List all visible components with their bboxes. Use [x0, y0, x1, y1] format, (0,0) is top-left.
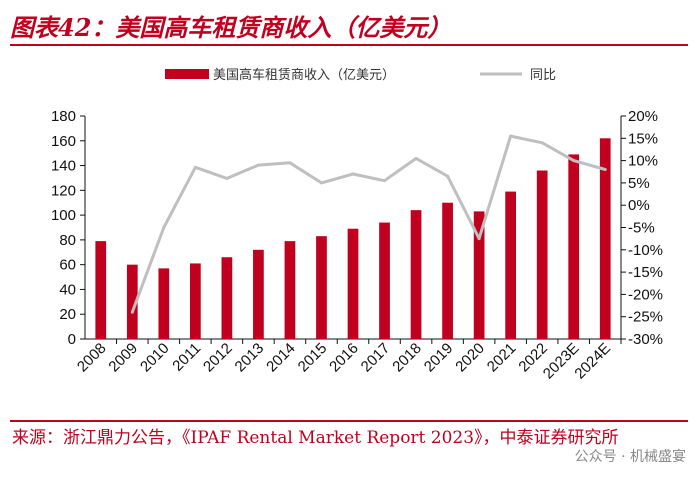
line-point: [414, 156, 418, 160]
x-tick-label: 2011: [169, 340, 204, 375]
x-tick-label: 2014: [263, 340, 299, 376]
line-point: [130, 310, 134, 314]
watermark: 公众号 · 机械盛宴: [574, 449, 686, 465]
left-tick-label: 40: [59, 281, 76, 298]
line-point: [319, 181, 323, 185]
x-tick-label: 2017: [358, 340, 394, 376]
bar: [599, 138, 611, 339]
bar: [253, 249, 264, 339]
line-point: [288, 161, 292, 165]
left-tick-label: 140: [51, 158, 76, 175]
legend-bar-label: 美国高车租赁商收入（亿美元）: [213, 67, 395, 83]
left-tick-label: 100: [51, 207, 76, 224]
bar: [442, 202, 453, 339]
bar: [473, 211, 485, 339]
left-tick-label: 160: [51, 133, 76, 150]
right-tick-label: -15%: [628, 264, 663, 281]
line-point: [383, 179, 387, 183]
bar: [379, 222, 390, 339]
right-tick-label: 0%: [628, 197, 650, 214]
x-tick-label: 2016: [326, 340, 362, 376]
left-tick-label: 60: [59, 257, 76, 274]
x-tick-label: 2008: [74, 340, 110, 376]
x-tick-label: 2020: [452, 340, 488, 376]
left-tick-label: 120: [51, 182, 76, 199]
legend-line-label: 同比: [530, 68, 556, 83]
title-divider: [10, 44, 688, 46]
line-series: [130, 134, 607, 314]
x-tick-label: 2018: [389, 340, 425, 376]
line-point: [256, 163, 260, 167]
right-tick-label: 5%: [628, 175, 650, 192]
x-tick-label: 2019: [421, 340, 457, 376]
x-tick-label: 2021: [484, 340, 520, 376]
line-point: [225, 176, 229, 180]
legend: 美国高车租赁商收入（亿美元） 同比: [165, 67, 556, 83]
right-tick-label: 10%: [628, 153, 658, 170]
x-tick-label: 2024E: [571, 340, 614, 383]
x-tick-label: 2012: [200, 340, 236, 376]
bar: [536, 170, 548, 339]
bar: [284, 241, 296, 339]
source-divider: [10, 420, 688, 422]
line-point: [193, 165, 197, 169]
chart-title: 图表42：美国高车租赁商收入（亿美元）: [10, 13, 452, 42]
left-tick-label: 80: [59, 232, 76, 249]
line-point: [477, 237, 481, 241]
bar: [158, 268, 170, 339]
x-tick-label: 2013: [232, 340, 268, 376]
right-tick-label: 20%: [628, 108, 658, 125]
bar: [126, 264, 138, 339]
line-point: [446, 174, 450, 178]
right-tick-label: -10%: [628, 242, 663, 259]
line-point: [603, 168, 607, 172]
line-point: [162, 226, 166, 229]
bar: [189, 263, 201, 339]
bar-series: [95, 138, 611, 339]
yoy-line: [130, 134, 606, 313]
combo-chart: 美国高车租赁商收入（亿美元） 同比 0 20 40 60 80 100 120 140 160 1…: [51, 67, 663, 383]
legend-bar-swatch: [165, 69, 209, 79]
left-tick-label: 0: [68, 331, 76, 348]
bar: [316, 236, 327, 339]
bar: [221, 257, 233, 339]
line-point: [540, 141, 544, 145]
right-tick-label: -5%: [628, 220, 655, 237]
bar: [505, 191, 517, 339]
bar: [568, 154, 580, 339]
x-tick-label: 2009: [106, 340, 142, 376]
right-tick-label: 15%: [628, 130, 658, 147]
right-tick-label: -20%: [628, 286, 663, 303]
bar: [410, 210, 422, 339]
source-note: 来源：浙江鼎力公告，《IPAF Rental Market Report 202…: [12, 428, 619, 448]
line-point: [351, 172, 355, 176]
bar: [95, 241, 107, 339]
bar: [347, 228, 359, 339]
right-tick-label: -25%: [628, 309, 663, 326]
right-tick-label: -30%: [628, 331, 663, 348]
x-tick-label: 2010: [137, 340, 173, 376]
line-point: [572, 159, 576, 163]
x-tick-label: 2015: [295, 340, 331, 376]
left-tick-label: 180: [51, 108, 76, 125]
line-point: [509, 134, 513, 138]
left-tick-label: 20: [59, 306, 76, 323]
